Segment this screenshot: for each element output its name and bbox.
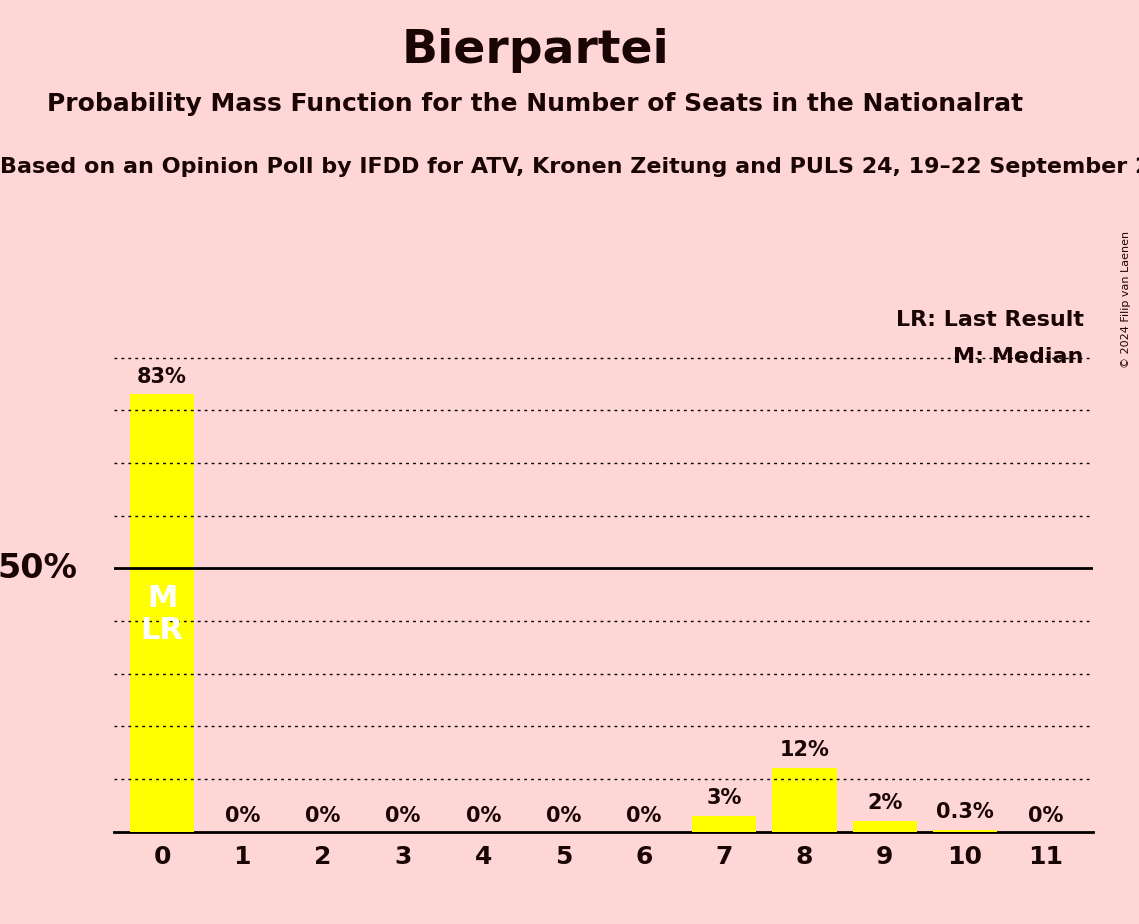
Text: 0%: 0% [466,807,501,826]
Bar [130,395,194,832]
Text: Probability Mass Function for the Number of Seats in the Nationalrat: Probability Mass Function for the Number… [47,92,1024,116]
Text: Based on an Opinion Poll by IFDD for ATV, Kronen Zeitung and PULS 24, 19–22 Sept: Based on an Opinion Poll by IFDD for ATV… [0,157,1139,177]
Text: 50%: 50% [0,552,77,585]
Text: © 2024 Filip van Laenen: © 2024 Filip van Laenen [1121,231,1131,368]
Text: 0%: 0% [546,807,581,826]
Text: 2%: 2% [867,793,902,813]
Text: 0%: 0% [224,807,260,826]
Text: LR: LR [140,615,183,645]
Text: 0%: 0% [626,807,662,826]
Text: M: Median: M: Median [953,347,1083,367]
Bar [853,821,917,832]
Text: 3%: 3% [706,788,741,808]
Text: 0%: 0% [305,807,341,826]
Text: 12%: 12% [779,740,829,760]
Text: 83%: 83% [137,367,187,386]
Bar [933,830,997,832]
Text: 0.3%: 0.3% [936,802,994,822]
Bar [772,769,836,832]
Text: Bierpartei: Bierpartei [401,28,670,73]
Text: M: M [147,584,178,613]
Text: LR: Last Result: LR: Last Result [895,310,1083,330]
Text: 0%: 0% [385,807,420,826]
Text: 0%: 0% [1027,807,1063,826]
Bar [693,816,756,832]
